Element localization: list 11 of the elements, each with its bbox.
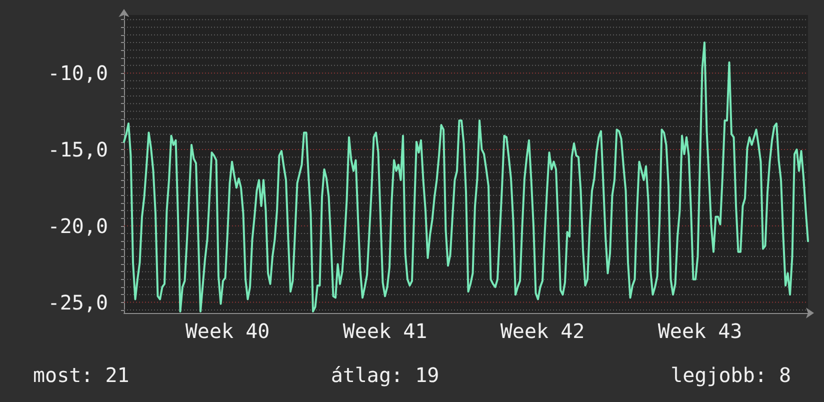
y-tick-label: -20,0 bbox=[48, 214, 108, 238]
y-tick-label: -15,0 bbox=[48, 137, 108, 162]
y-tick-label: -10,0 bbox=[48, 61, 108, 86]
y-tick-label: -25,0 bbox=[48, 290, 108, 314]
x-tick-label: Week 40 bbox=[185, 319, 270, 343]
x-tick-label: Week 41 bbox=[342, 319, 428, 343]
text: átlag: 19 bbox=[330, 363, 440, 387]
text: legjobb: 8 bbox=[670, 363, 791, 387]
x-tick-label: Week 43 bbox=[658, 319, 742, 343]
text: most: 21 bbox=[33, 363, 130, 387]
x-tick-label: Week 42 bbox=[500, 319, 585, 343]
